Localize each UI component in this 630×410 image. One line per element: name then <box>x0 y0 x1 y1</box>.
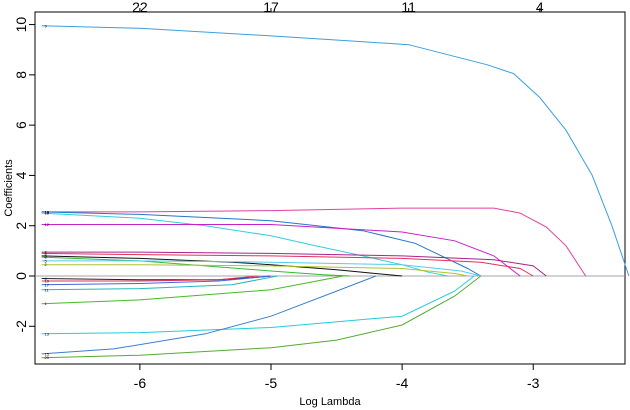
x-axis-title: Log Lambda <box>299 396 361 408</box>
coefficient-path-20 <box>41 275 482 359</box>
coefficient-path-1 <box>41 275 344 305</box>
y-tick-label: 8 <box>13 71 29 79</box>
curve-label-10: 10 <box>45 279 50 284</box>
curve-label-1: 1 <box>45 301 48 306</box>
x-tick-label: -3 <box>527 375 540 391</box>
curve-label-20: 20 <box>45 355 50 360</box>
y-tick-label: 4 <box>13 171 29 179</box>
curve-label-13: 13 <box>45 331 50 336</box>
y-axis: -2 0 2 4 6 8 10 <box>13 17 35 333</box>
curve-label-5: 5 <box>45 258 48 263</box>
curve-label-11: 11 <box>45 287 50 292</box>
curve-label-12: 12 <box>45 222 50 227</box>
curve-label-6: 6 <box>45 251 48 256</box>
y-tick-label: 6 <box>13 121 29 129</box>
coefficient-path-8 <box>41 256 350 277</box>
coefficient-path-6 <box>41 252 534 277</box>
curve-label-3: 3 <box>45 253 48 258</box>
coefficient-path-18 <box>41 212 449 277</box>
coefficient-path-3 <box>41 255 403 277</box>
curve-label-15: 15 <box>45 351 50 356</box>
x-axis: -6 -5 -4 -3 <box>134 363 540 391</box>
curve-label-2: 2 <box>45 262 48 267</box>
curve-label-7: 7 <box>45 250 48 255</box>
top-tick-label: 11 <box>401 0 416 15</box>
plot-frame <box>34 11 626 365</box>
y-tick-label: 2 <box>13 222 29 230</box>
top-tick-label: 22 <box>132 0 148 15</box>
coefficient-path-10 <box>41 275 258 282</box>
coefficient-path-9 <box>41 25 630 277</box>
coefficient-path-5 <box>41 260 481 277</box>
x-tick-label: -5 <box>265 375 278 391</box>
series-layer <box>41 25 630 359</box>
curve-label-8: 8 <box>45 255 48 260</box>
top-axis: 22 17 11 4 <box>132 0 544 15</box>
coefficient-path-14 <box>41 211 482 277</box>
coefficient-path-17 <box>41 275 272 286</box>
coefficient-path-16 <box>41 207 587 277</box>
coefficient-path-11 <box>41 275 278 291</box>
y-axis-title: Coefficients <box>3 159 15 217</box>
x-tick-label: -6 <box>134 375 147 391</box>
top-tick-label: 17 <box>263 0 279 15</box>
curve-label-4: 4 <box>45 276 48 281</box>
top-tick-label: 4 <box>536 0 544 15</box>
y-tick-label: 10 <box>13 17 29 33</box>
curve-label-14: 14 <box>45 209 50 214</box>
y-tick-label: -2 <box>13 320 29 333</box>
coefficient-path-12 <box>41 224 521 277</box>
coefficient-path-13 <box>41 275 475 335</box>
curve-label-17: 17 <box>45 282 50 287</box>
curve-label-9: 9 <box>45 23 48 28</box>
x-tick-label: -4 <box>396 375 409 391</box>
coefficient-path-7 <box>41 251 547 277</box>
coefficient-path-15 <box>41 275 377 355</box>
y-tick-label: 0 <box>13 272 29 280</box>
curve-label-16: 16 <box>45 209 50 214</box>
coefficient-path-2 <box>41 264 468 277</box>
curve-label-18: 18 <box>45 211 50 216</box>
